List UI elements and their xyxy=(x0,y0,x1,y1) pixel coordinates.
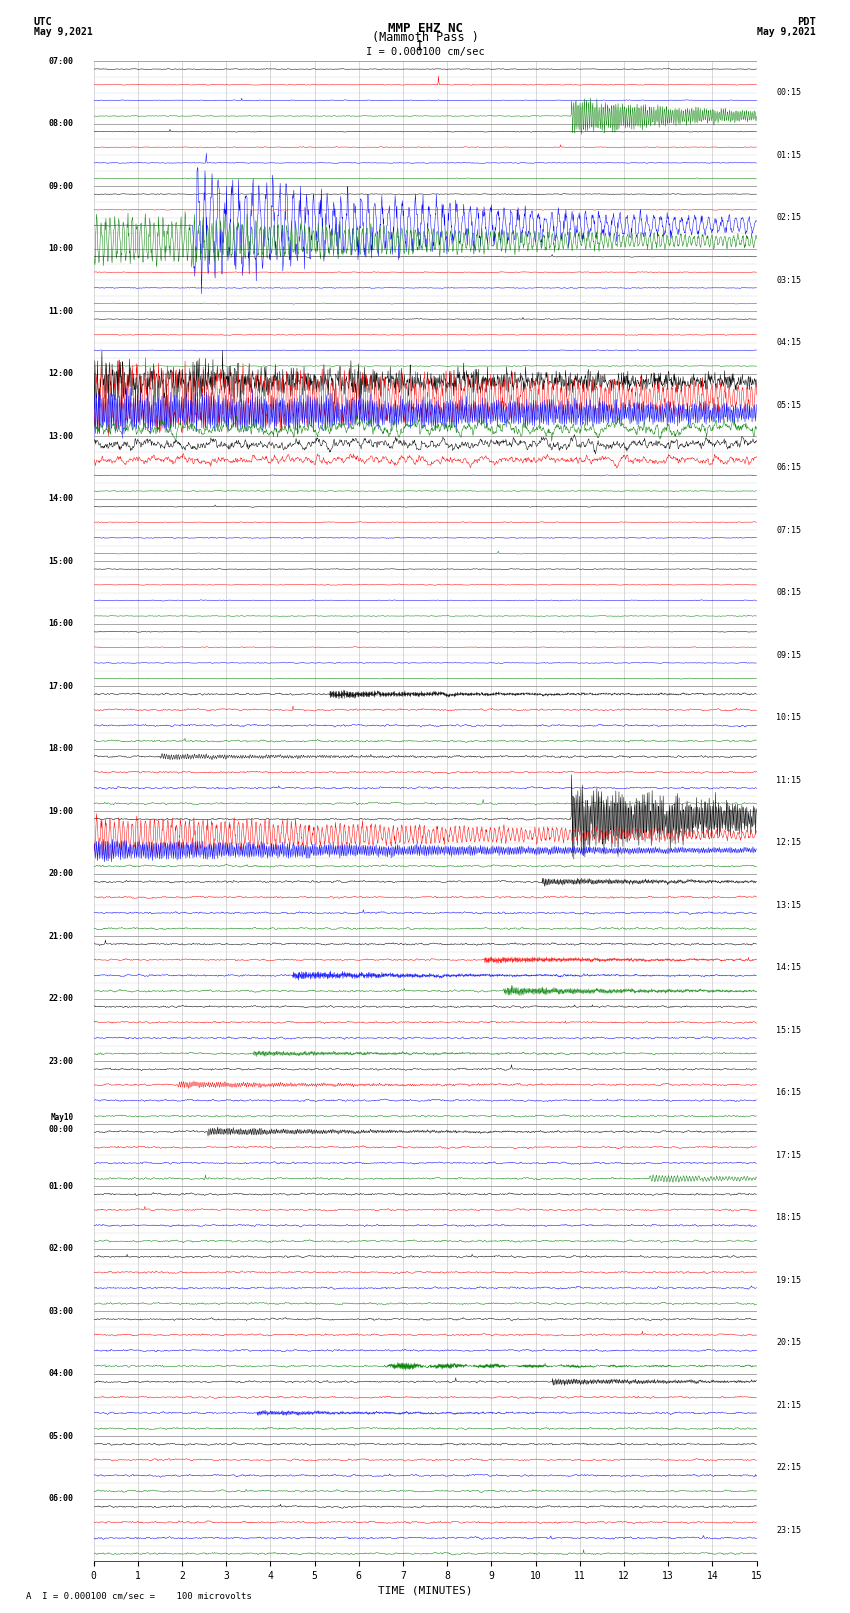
Text: 09:15: 09:15 xyxy=(776,650,802,660)
Text: (Mammoth Pass ): (Mammoth Pass ) xyxy=(371,31,479,44)
Text: 19:00: 19:00 xyxy=(48,806,74,816)
Text: 10:15: 10:15 xyxy=(776,713,802,723)
Text: 04:15: 04:15 xyxy=(776,339,802,347)
Text: UTC: UTC xyxy=(34,18,53,27)
Text: 16:15: 16:15 xyxy=(776,1089,802,1097)
Text: 11:15: 11:15 xyxy=(776,776,802,784)
Text: 21:15: 21:15 xyxy=(776,1400,802,1410)
Text: MMP EHZ NC: MMP EHZ NC xyxy=(388,21,462,35)
Text: 19:15: 19:15 xyxy=(776,1276,802,1284)
Text: 06:00: 06:00 xyxy=(48,1494,74,1503)
Text: 02:00: 02:00 xyxy=(48,1244,74,1253)
Text: 17:15: 17:15 xyxy=(776,1150,802,1160)
Text: 07:00: 07:00 xyxy=(48,56,74,66)
Text: 18:00: 18:00 xyxy=(48,744,74,753)
Text: 23:00: 23:00 xyxy=(48,1057,74,1066)
Text: May 9,2021: May 9,2021 xyxy=(34,27,93,37)
X-axis label: TIME (MINUTES): TIME (MINUTES) xyxy=(377,1586,473,1595)
Text: I: I xyxy=(416,40,422,53)
Text: 11:00: 11:00 xyxy=(48,306,74,316)
Text: 14:15: 14:15 xyxy=(776,963,802,973)
Text: 17:00: 17:00 xyxy=(48,682,74,690)
Text: 01:00: 01:00 xyxy=(48,1182,74,1190)
Text: 16:00: 16:00 xyxy=(48,619,74,629)
Text: 00:00: 00:00 xyxy=(48,1126,74,1134)
Text: 12:15: 12:15 xyxy=(776,839,802,847)
Text: 23:15: 23:15 xyxy=(776,1526,802,1534)
Text: I = 0.000100 cm/sec: I = 0.000100 cm/sec xyxy=(366,47,484,58)
Text: 20:00: 20:00 xyxy=(48,869,74,879)
Text: 05:00: 05:00 xyxy=(48,1432,74,1440)
Text: 04:00: 04:00 xyxy=(48,1369,74,1379)
Text: 22:15: 22:15 xyxy=(776,1463,802,1473)
Text: 13:00: 13:00 xyxy=(48,432,74,440)
Text: 13:15: 13:15 xyxy=(776,900,802,910)
Text: 22:00: 22:00 xyxy=(48,994,74,1003)
Text: PDT: PDT xyxy=(797,18,816,27)
Text: 12:00: 12:00 xyxy=(48,369,74,379)
Text: 18:15: 18:15 xyxy=(776,1213,802,1223)
Text: 07:15: 07:15 xyxy=(776,526,802,534)
Text: 15:15: 15:15 xyxy=(776,1026,802,1034)
Text: 03:15: 03:15 xyxy=(776,276,802,284)
Text: 09:00: 09:00 xyxy=(48,182,74,190)
Text: 21:00: 21:00 xyxy=(48,932,74,940)
Text: May 9,2021: May 9,2021 xyxy=(757,27,816,37)
Text: 02:15: 02:15 xyxy=(776,213,802,223)
Text: 00:15: 00:15 xyxy=(776,89,802,97)
Text: 05:15: 05:15 xyxy=(776,400,802,410)
Text: A  I = 0.000100 cm/sec =    100 microvolts: A I = 0.000100 cm/sec = 100 microvolts xyxy=(26,1590,252,1600)
Text: 01:15: 01:15 xyxy=(776,150,802,160)
Text: 15:00: 15:00 xyxy=(48,556,74,566)
Text: 08:15: 08:15 xyxy=(776,589,802,597)
Text: 06:15: 06:15 xyxy=(776,463,802,473)
Text: 03:00: 03:00 xyxy=(48,1307,74,1316)
Text: 10:00: 10:00 xyxy=(48,244,74,253)
Text: 14:00: 14:00 xyxy=(48,494,74,503)
Text: 08:00: 08:00 xyxy=(48,119,74,129)
Text: May10: May10 xyxy=(50,1113,74,1123)
Text: 20:15: 20:15 xyxy=(776,1339,802,1347)
